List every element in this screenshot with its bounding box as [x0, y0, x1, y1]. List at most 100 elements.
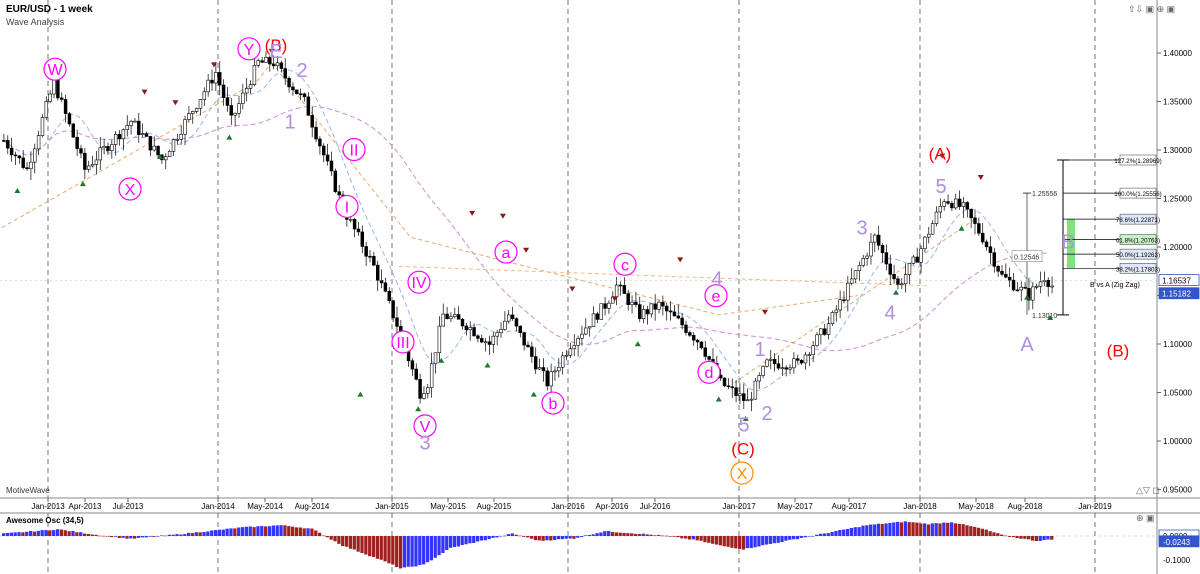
price-bar-body — [826, 323, 831, 335]
osc-histogram-bar — [622, 532, 626, 536]
price-bar-body — [483, 341, 488, 344]
osc-histogram-bar — [880, 524, 884, 536]
osc-histogram-bar — [152, 536, 156, 537]
price-bar-body — [90, 164, 95, 167]
osc-histogram-bar — [368, 536, 372, 557]
x-tick-label: May-2017 — [777, 502, 813, 511]
price-bar-body — [641, 309, 646, 319]
osc-histogram-bar — [1042, 536, 1046, 541]
y-tick-label: 1.05000 — [1163, 389, 1192, 398]
x-tick-label: May-2014 — [247, 502, 283, 511]
osc-pane-controls-icon[interactable]: ⊕ ▣ — [1136, 513, 1155, 523]
wave-label-lilac: 2 — [296, 60, 307, 82]
wave-connector-line — [1, 62, 273, 228]
price-bar-body — [892, 274, 896, 280]
wave-label-circled: X — [737, 466, 748, 483]
fib-level-box — [1119, 263, 1157, 274]
price-bar-body — [453, 314, 457, 317]
zoom-controls-icon[interactable]: △▽ ◻ — [1136, 485, 1160, 495]
price-bar-body — [557, 366, 561, 372]
osc-histogram-bar — [1027, 536, 1031, 540]
osc-histogram-bar — [1023, 536, 1027, 539]
osc-histogram-bar — [861, 525, 865, 536]
osc-histogram-bar — [156, 536, 160, 537]
osc-histogram-bar — [761, 536, 765, 546]
osc-histogram-bar — [553, 536, 557, 541]
x-tick-label: Jan-2019 — [1078, 502, 1112, 511]
osc-histogram-bar — [206, 531, 210, 536]
osc-histogram-bar — [1011, 536, 1015, 538]
price-bar-body — [722, 377, 727, 387]
price-bar-body — [927, 233, 931, 238]
osc-histogram-bar — [252, 527, 256, 536]
osc-histogram-bar — [291, 526, 295, 536]
osc-histogram-bar — [668, 536, 672, 537]
osc-histogram-bar — [776, 536, 780, 543]
price-bar-body — [456, 314, 461, 320]
price-bar-body — [1027, 288, 1031, 301]
osc-histogram-bar — [973, 526, 977, 536]
osc-histogram-bar — [684, 536, 688, 539]
wave-label-circled: b — [549, 396, 558, 413]
price-bar-body — [491, 335, 496, 345]
osc-tag-box — [1158, 535, 1200, 548]
price-bar-body — [564, 354, 569, 357]
osc-histogram-bar — [842, 529, 846, 536]
price-bar-body — [911, 256, 916, 264]
price-bar-body — [86, 165, 91, 170]
swing-low-marker — [156, 154, 163, 159]
osc-histogram-bar — [568, 536, 572, 539]
wave-label-circled: Y — [244, 42, 255, 59]
osc-histogram-bar — [28, 530, 33, 536]
price-bar-body — [429, 363, 434, 388]
osc-histogram-bar — [449, 536, 453, 548]
osc-histogram-bar — [907, 522, 911, 536]
swing-low-marker — [14, 187, 21, 193]
osc-histogram-bar — [741, 536, 746, 550]
price-bar-body — [271, 63, 276, 67]
wave-label-red: (B) — [1107, 341, 1130, 360]
price-bar-body — [244, 87, 249, 94]
price-bar-body — [499, 329, 503, 334]
osc-histogram-bar — [171, 534, 175, 536]
price-bar-body — [603, 303, 607, 309]
osc-histogram-bar — [460, 536, 464, 546]
price-bar-body — [75, 136, 79, 149]
price-bar-body — [325, 154, 330, 162]
osc-histogram-bar — [364, 536, 368, 555]
price-bar-body — [680, 317, 684, 326]
price-bar-body — [1004, 273, 1008, 278]
osc-histogram-bar — [822, 533, 827, 536]
price-bar-body — [1034, 285, 1039, 288]
fib-level-box — [1119, 187, 1157, 199]
price-bar-body — [33, 148, 37, 163]
price-bar-body — [900, 283, 904, 286]
swing-high-marker — [172, 100, 179, 106]
price-bar-body — [595, 313, 600, 320]
osc-histogram-bar — [591, 534, 595, 536]
price-bar-body — [487, 341, 492, 345]
wave-label-lilac: E — [269, 41, 282, 63]
price-bar-body — [957, 198, 962, 207]
osc-histogram-bar — [992, 532, 996, 536]
wave-label-red: (B) — [265, 36, 288, 55]
osc-histogram-bar — [398, 536, 403, 569]
osc-histogram-bar — [32, 531, 37, 536]
osc-histogram-bar — [302, 528, 306, 536]
fib-level-box — [1119, 248, 1157, 260]
measure-label: 1.25556 — [1032, 191, 1057, 198]
price-bar-body — [318, 138, 322, 147]
osc-histogram-bar — [240, 527, 245, 536]
price-bar-body — [445, 313, 449, 320]
price-bar-body — [56, 78, 60, 99]
wave-label-red: (A) — [929, 144, 952, 163]
osc-histogram-bar — [772, 536, 776, 544]
osc-histogram-bar — [221, 529, 225, 536]
price-bar-body — [630, 301, 634, 305]
pane-controls-icon[interactable]: ⇧⇩ ▣ ⊕ ▣ — [1128, 4, 1176, 14]
price-bar-body — [48, 93, 52, 102]
price-bar-body — [591, 313, 596, 328]
osc-histogram-bar — [618, 532, 622, 536]
price-bar-body — [811, 345, 815, 355]
